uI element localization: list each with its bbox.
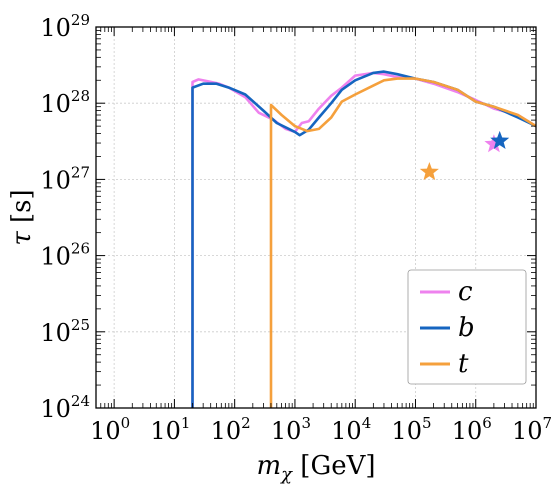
star-marker-b: [490, 130, 510, 149]
legend-label-t: t: [458, 349, 469, 379]
legend: cbt: [407, 269, 527, 385]
y-tick-label: 1029: [40, 11, 90, 42]
y-tick-label: 1025: [40, 316, 90, 347]
y-tick-label: 1024: [40, 392, 90, 423]
x-tick-labels: 100 101 102 103 104 105 106 107: [90, 414, 552, 445]
marker-group: [419, 130, 510, 181]
y-axis-label: τ [s]: [7, 189, 37, 245]
series-group: [191, 70, 536, 408]
x-axis-label: mχ [GeV]: [256, 451, 375, 485]
legend-box: [407, 269, 527, 385]
x-tick-label: 104: [331, 414, 371, 445]
x-tick-label: 100: [90, 414, 130, 445]
plot-frame: [95, 26, 537, 409]
y-tick-label: 1027: [40, 163, 90, 194]
x-tick-label: 107: [512, 414, 552, 445]
x-tick-label: 103: [271, 414, 311, 445]
series-line-t: [269, 77, 536, 408]
x-tick-label: 102: [211, 414, 251, 445]
x-tick-label: 101: [150, 414, 190, 445]
y-tick-labels: 1024 1025 1026 1027 1028 1029: [40, 11, 90, 423]
legend-label-c: c: [458, 277, 473, 307]
star-marker-t: [419, 162, 439, 181]
star-marker-c: [484, 134, 504, 153]
x-tick-label: 106: [452, 414, 492, 445]
x-tick-label: 105: [391, 414, 431, 445]
y-tick-label: 1026: [40, 240, 90, 271]
axis-ticks: [96, 26, 537, 409]
y-tick-label: 1028: [40, 87, 90, 118]
legend-label-b: b: [458, 313, 475, 343]
